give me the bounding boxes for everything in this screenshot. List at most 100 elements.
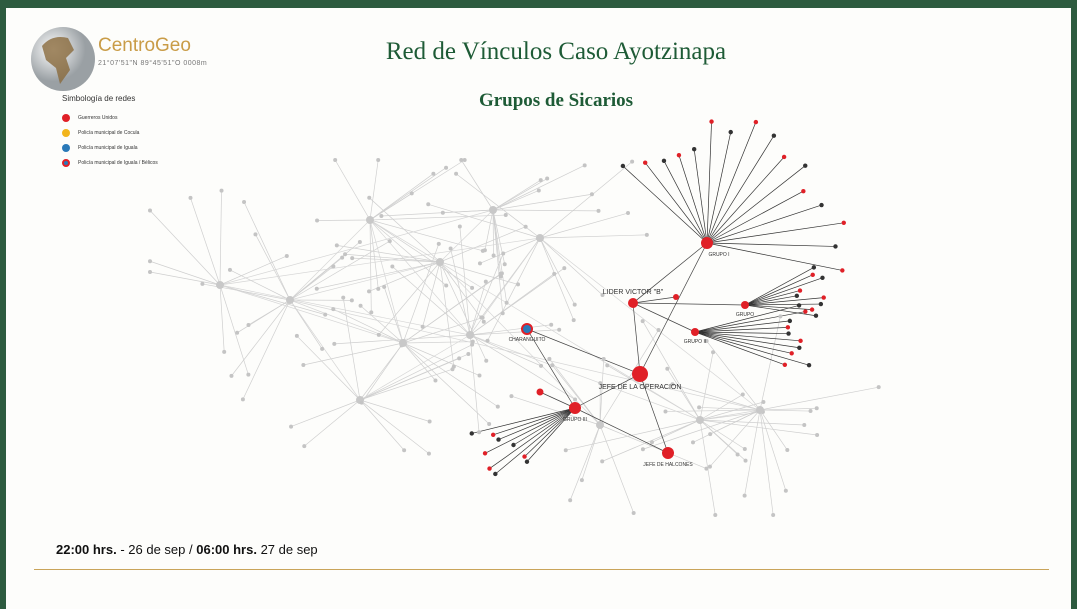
edge [289,240,390,301]
legend-swatch [62,143,70,152]
node [302,444,307,449]
edge [694,320,790,333]
node [735,452,740,457]
node [490,432,496,438]
slide: CentroGeo 21°07'51"N 89°45'51"O 0008m Re… [6,8,1071,609]
edge [149,210,221,286]
edge [469,324,552,336]
node [630,159,635,164]
edge [599,424,634,514]
node [596,421,604,429]
legend-swatch [62,113,70,122]
node [662,447,674,459]
edge [672,383,761,411]
node [485,338,490,343]
edge [632,296,677,304]
node [284,253,289,258]
edge [699,411,763,421]
edge [706,190,804,244]
node [484,358,489,363]
node [341,295,346,300]
node [557,327,562,332]
edge [492,165,585,211]
node [771,133,777,138]
edge [229,269,291,301]
node [301,363,306,368]
node [743,458,748,463]
edge [642,320,701,421]
node [814,406,819,411]
edge [469,281,487,336]
node [433,378,438,383]
node [470,285,475,290]
node [477,373,482,378]
node [148,259,152,264]
edge [706,156,785,244]
node [451,364,456,369]
node [797,345,802,350]
edge [744,303,821,306]
edge [202,283,291,301]
node [367,289,372,294]
node [409,191,414,196]
node [477,261,482,266]
node [457,224,462,229]
edge [219,284,471,336]
legend-item: Policía municipal de Iguala / Bélicos [62,155,158,170]
edge [759,316,781,411]
node [320,346,325,351]
node [789,351,794,356]
node [709,119,714,124]
edge [402,342,436,381]
edge [402,342,498,407]
edge [369,159,465,221]
edge [383,286,404,344]
edge [759,409,788,451]
node [504,300,509,305]
node [742,446,747,451]
node [808,409,813,414]
node [289,424,294,429]
node [819,202,824,208]
edge [632,302,746,306]
edge [219,255,287,286]
node [522,454,527,459]
edge [599,424,707,469]
edge [639,242,708,375]
edge [694,311,806,333]
edge [303,342,404,366]
node [676,152,682,158]
node [366,216,374,224]
node [628,298,638,308]
node [314,286,319,291]
node [427,419,432,424]
edge [439,261,485,322]
edge [694,331,810,366]
node [390,264,395,269]
node-label: JEFE DE LA OPERACION [599,384,682,391]
edge [149,260,221,286]
edge [369,219,701,421]
node [331,264,336,269]
node [742,493,747,498]
edge [369,197,441,263]
edge [651,419,701,443]
edge [359,358,460,401]
node [501,251,506,256]
edge [484,209,494,251]
node-label: CHARANGUITO [509,337,546,343]
node [426,451,431,456]
node [605,363,610,368]
node [498,274,503,279]
node [487,466,492,471]
node [663,409,668,414]
node [315,218,320,223]
node [470,339,475,344]
node [550,363,555,368]
edge [369,159,379,221]
node [547,356,552,361]
node [359,400,364,405]
node [524,459,530,464]
node [785,325,791,330]
